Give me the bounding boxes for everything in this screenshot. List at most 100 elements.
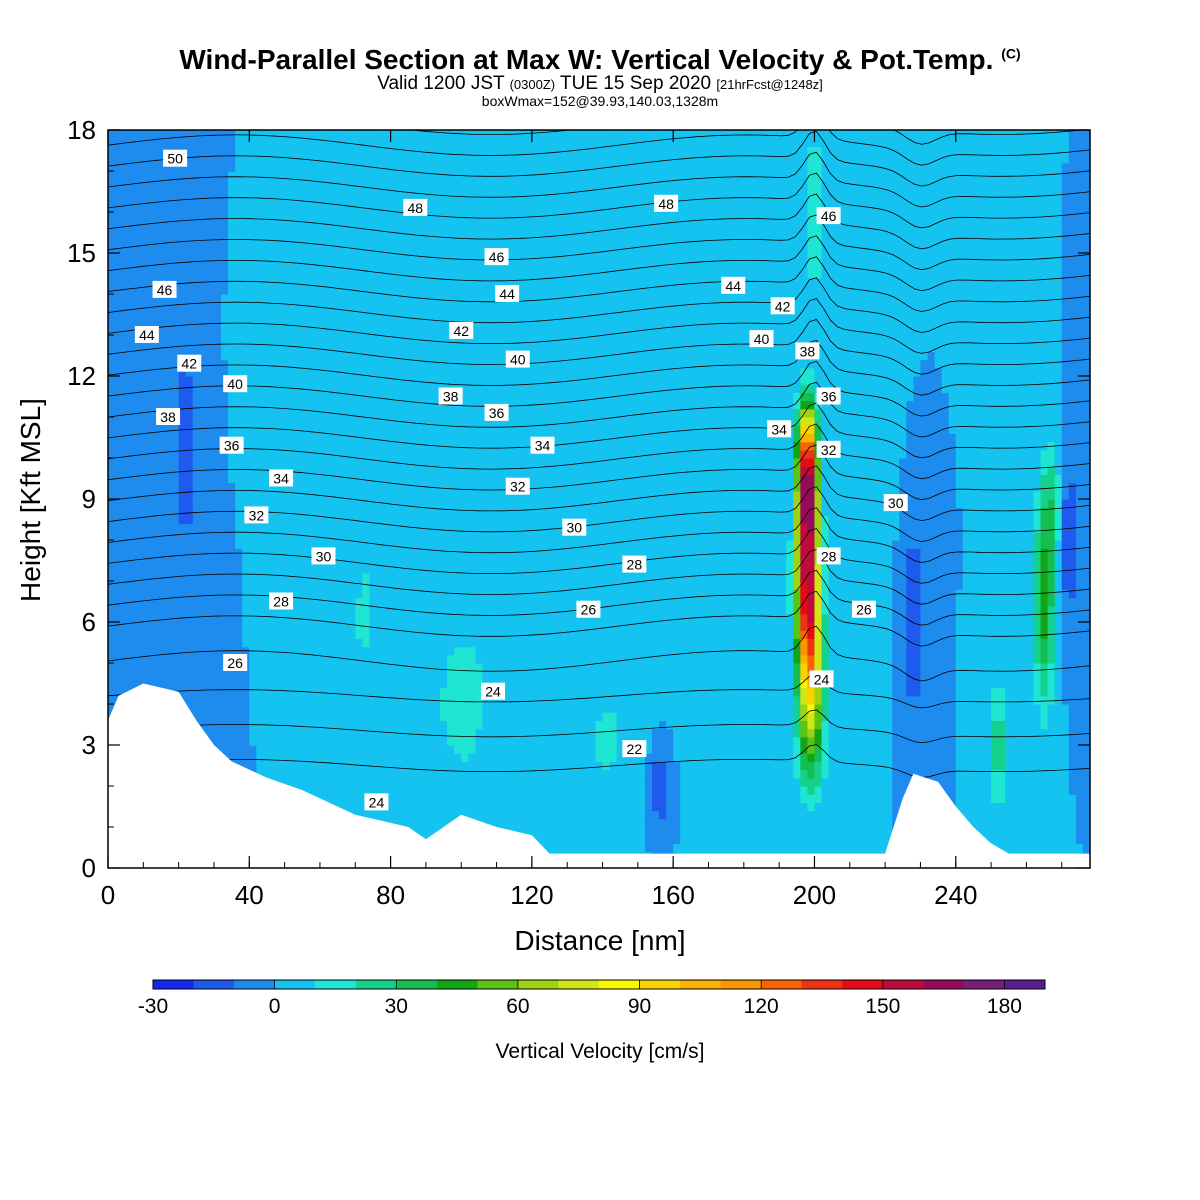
velocity-cell [122, 171, 130, 180]
velocity-cell [228, 392, 236, 401]
velocity-cell [398, 384, 406, 393]
velocity-cell [362, 671, 370, 680]
velocity-cell [129, 351, 137, 360]
velocity-cell [412, 573, 420, 582]
velocity-cell [426, 499, 434, 508]
velocity-cell [221, 179, 229, 188]
velocity-cell [348, 786, 356, 795]
velocity-cell [299, 663, 307, 672]
velocity-cell [221, 589, 229, 598]
velocity-cell [214, 327, 222, 336]
velocity-cell [186, 540, 194, 549]
velocity-cell [299, 778, 307, 787]
velocity-cell [278, 450, 286, 459]
velocity-cell [419, 819, 427, 828]
velocity-cell [391, 155, 399, 164]
velocity-cell [497, 565, 505, 574]
velocity-cell [327, 737, 335, 746]
velocity-cell [299, 245, 307, 254]
velocity-cell [412, 392, 420, 401]
velocity-cell [249, 433, 257, 442]
velocity-cell [369, 753, 377, 762]
velocity-cell [263, 130, 271, 139]
velocity-cell [341, 532, 349, 541]
velocity-cell [115, 499, 123, 508]
velocity-cell [249, 745, 257, 754]
velocity-cell [419, 556, 427, 565]
velocity-cell [362, 679, 370, 688]
velocity-cell [398, 458, 406, 467]
velocity-cell [341, 442, 349, 451]
velocity-cell [207, 360, 215, 369]
velocity-cell [348, 417, 356, 426]
velocity-cell [334, 778, 342, 787]
velocity-cell [256, 392, 264, 401]
velocity-cell [278, 310, 286, 319]
velocity-cell [221, 294, 229, 303]
velocity-cell [186, 130, 194, 139]
velocity-cell [376, 556, 384, 565]
velocity-cell [122, 409, 130, 418]
velocity-cell [249, 556, 257, 565]
velocity-cell [200, 392, 208, 401]
velocity-cell [362, 630, 370, 639]
velocity-cell [129, 237, 137, 246]
velocity-cell [136, 442, 144, 451]
velocity-cell [447, 245, 455, 254]
velocity-cell [405, 450, 413, 459]
velocity-cell [285, 335, 293, 344]
velocity-cell [398, 802, 406, 811]
velocity-cell [419, 811, 427, 820]
velocity-cell [320, 163, 328, 172]
velocity-cell [355, 606, 363, 615]
velocity-cell [256, 327, 264, 336]
velocity-cell [256, 474, 264, 483]
velocity-cell [440, 130, 448, 139]
velocity-cell [278, 671, 286, 680]
velocity-cell [115, 614, 123, 623]
velocity-cell [285, 696, 293, 705]
velocity-cell [447, 761, 455, 770]
velocity-cell [214, 179, 222, 188]
velocity-cell [334, 491, 342, 500]
velocity-cell [320, 458, 328, 467]
velocity-cell [221, 524, 229, 533]
velocity-cell [398, 261, 406, 270]
velocity-cell [490, 811, 498, 820]
velocity-cell [179, 302, 187, 311]
velocity-cell [278, 663, 286, 672]
velocity-cell [235, 622, 243, 631]
velocity-cell [334, 351, 342, 360]
velocity-cell [186, 458, 194, 467]
velocity-cell [108, 679, 116, 688]
velocity-cell [129, 155, 137, 164]
velocity-cell [384, 278, 392, 287]
velocity-cell [200, 606, 208, 615]
velocity-cell [497, 606, 505, 615]
velocity-cell [426, 737, 434, 746]
velocity-cell [398, 770, 406, 779]
velocity-cell [292, 491, 300, 500]
velocity-cell [341, 310, 349, 319]
velocity-cell [341, 540, 349, 549]
velocity-cell [362, 606, 370, 615]
velocity-cell [376, 409, 384, 418]
velocity-cell [320, 302, 328, 311]
velocity-cell [207, 163, 215, 172]
velocity-cell [412, 220, 420, 229]
velocity-cell [376, 401, 384, 410]
velocity-cell [165, 450, 173, 459]
velocity-cell [426, 384, 434, 393]
velocity-cell [270, 671, 278, 680]
velocity-cell [334, 286, 342, 295]
velocity-cell [398, 524, 406, 533]
velocity-cell [115, 606, 123, 615]
velocity-cell [362, 466, 370, 475]
velocity-cell [292, 761, 300, 770]
velocity-cell [200, 171, 208, 180]
velocity-cell [426, 597, 434, 606]
velocity-cell [256, 483, 264, 492]
velocity-cell [165, 556, 173, 565]
velocity-cell [150, 638, 158, 647]
velocity-cell [172, 327, 180, 336]
